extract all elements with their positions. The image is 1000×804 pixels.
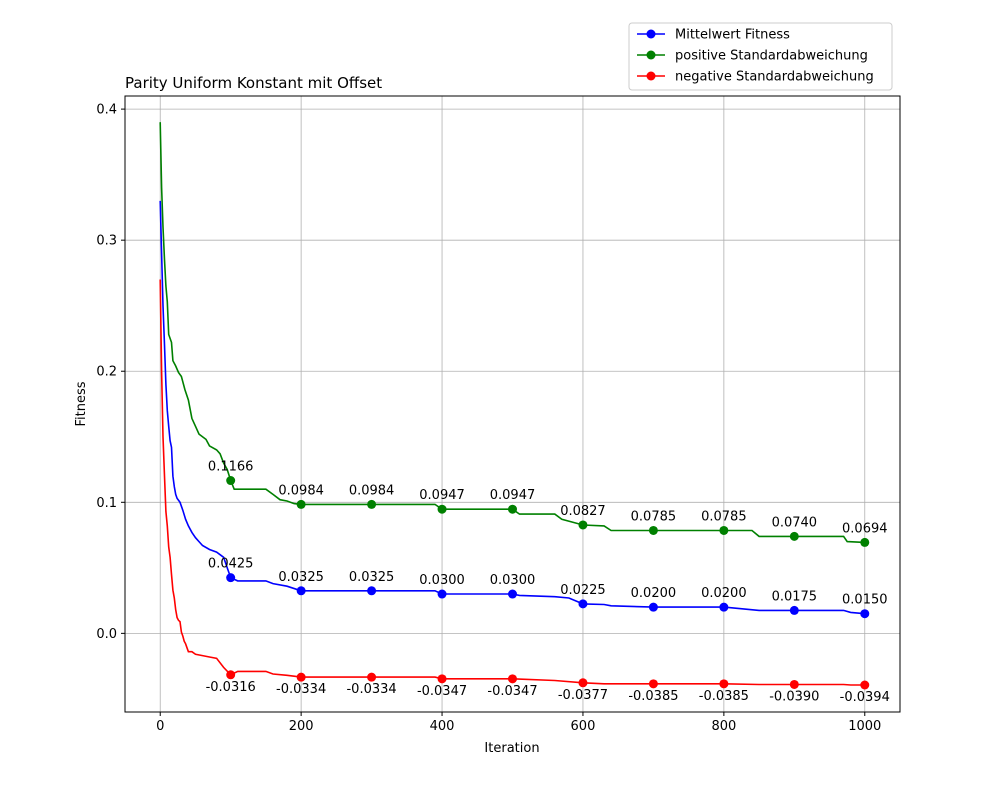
legend-swatch-marker bbox=[646, 50, 656, 60]
y-axis-ticks: 0.0 0.1 0.2 0.3 0.4 bbox=[96, 103, 125, 642]
grid-lines bbox=[125, 96, 900, 712]
data-label: 0.0984 bbox=[349, 483, 395, 498]
legend-swatch-marker bbox=[646, 71, 656, 81]
series-line bbox=[159, 200, 865, 615]
y-tick-label: 0.4 bbox=[96, 103, 117, 118]
legend: Mittelwert Fitness positive Standardabwei… bbox=[628, 22, 893, 91]
data-point bbox=[226, 670, 236, 680]
data-label: 0.0325 bbox=[278, 570, 324, 585]
data-point bbox=[648, 679, 658, 689]
legend-label: Mittelwert Fitness bbox=[675, 28, 790, 43]
x-tick-label: 200 bbox=[289, 719, 314, 734]
data-label: 0.0325 bbox=[349, 570, 395, 585]
data-label: -0.0394 bbox=[840, 690, 890, 705]
data-label: 0.0785 bbox=[701, 509, 747, 524]
data-label: -0.0390 bbox=[769, 689, 819, 704]
data-point bbox=[296, 672, 306, 682]
data-point bbox=[578, 599, 588, 609]
y-tick-label: 0.3 bbox=[96, 234, 117, 249]
data-point bbox=[860, 609, 870, 619]
data-point bbox=[860, 537, 870, 547]
data-label: 0.0225 bbox=[560, 583, 606, 598]
data-label: 0.0150 bbox=[842, 593, 888, 608]
data-label: -0.0334 bbox=[346, 682, 396, 697]
legend-swatch-marker bbox=[646, 29, 656, 39]
data-label: 0.1166 bbox=[208, 460, 254, 475]
data-label: 0.0984 bbox=[278, 483, 324, 498]
data-label: -0.0385 bbox=[628, 689, 678, 704]
data-point bbox=[719, 525, 729, 535]
data-point bbox=[648, 602, 658, 612]
legend-box bbox=[628, 22, 893, 91]
data-point bbox=[226, 476, 236, 486]
legend-label: negative Standardabweichung bbox=[675, 70, 874, 85]
data-point bbox=[367, 672, 377, 682]
data-point bbox=[437, 674, 447, 684]
x-tick-label: 1000 bbox=[848, 719, 881, 734]
legend-label: positive Standardabweichung bbox=[675, 49, 868, 64]
data-label: -0.0316 bbox=[206, 680, 256, 695]
data-label: 0.0785 bbox=[631, 509, 677, 524]
y-tick-label: 0.0 bbox=[96, 627, 117, 642]
data-label: 0.0300 bbox=[490, 573, 536, 588]
x-tick-label: 800 bbox=[711, 719, 736, 734]
data-label: -0.0377 bbox=[558, 688, 608, 703]
data-point bbox=[789, 605, 799, 615]
data-point bbox=[437, 504, 447, 514]
chart-title: Parity Uniform Konstant mit Offset bbox=[125, 74, 382, 92]
x-axis-ticks: 0 200 400 600 800 1000 bbox=[156, 712, 881, 734]
data-point bbox=[719, 602, 729, 612]
data-point bbox=[789, 679, 799, 689]
data-point bbox=[719, 679, 729, 689]
data-point bbox=[508, 589, 517, 599]
data-point bbox=[860, 680, 870, 690]
y-axis-label: Fitness bbox=[74, 381, 89, 426]
data-point bbox=[508, 674, 517, 684]
series-line bbox=[159, 122, 865, 544]
data-point bbox=[578, 678, 588, 688]
series-line bbox=[159, 279, 865, 686]
data-point bbox=[296, 586, 306, 596]
data-point bbox=[437, 589, 447, 599]
data-label: -0.0334 bbox=[276, 682, 326, 697]
data-point bbox=[648, 525, 658, 535]
data-label: 0.0740 bbox=[772, 515, 818, 530]
data-label: 0.0300 bbox=[419, 573, 465, 588]
data-label: 0.0827 bbox=[560, 504, 606, 519]
x-tick-label: 0 bbox=[156, 719, 164, 734]
data-point bbox=[578, 520, 588, 530]
data-point bbox=[789, 531, 799, 541]
data-point bbox=[367, 586, 377, 596]
data-point bbox=[367, 499, 377, 509]
data-label: -0.0385 bbox=[699, 689, 749, 704]
data-label: 0.0175 bbox=[772, 589, 818, 604]
y-tick-label: 0.1 bbox=[96, 496, 117, 511]
plot-area: 0.0425 0.0325 0.0325 0.0300 0.0300 0.0225 0.02… bbox=[159, 122, 890, 705]
data-label: -0.0347 bbox=[417, 684, 467, 699]
x-tick-label: 600 bbox=[571, 719, 596, 734]
x-axis-label: Iteration bbox=[484, 741, 539, 756]
axes-frame bbox=[124, 95, 901, 713]
data-point bbox=[226, 573, 236, 583]
data-label: 0.0947 bbox=[419, 488, 465, 503]
y-tick-label: 0.2 bbox=[96, 365, 117, 380]
data-point bbox=[296, 499, 306, 509]
data-label: 0.0694 bbox=[842, 521, 888, 536]
data-label: 0.0947 bbox=[490, 488, 536, 503]
data-label: -0.0347 bbox=[487, 684, 537, 699]
data-label: 0.0200 bbox=[631, 586, 677, 601]
data-label: 0.0425 bbox=[208, 557, 254, 572]
x-tick-label: 400 bbox=[430, 719, 455, 734]
data-point bbox=[508, 504, 517, 514]
data-label: 0.0200 bbox=[701, 586, 747, 601]
